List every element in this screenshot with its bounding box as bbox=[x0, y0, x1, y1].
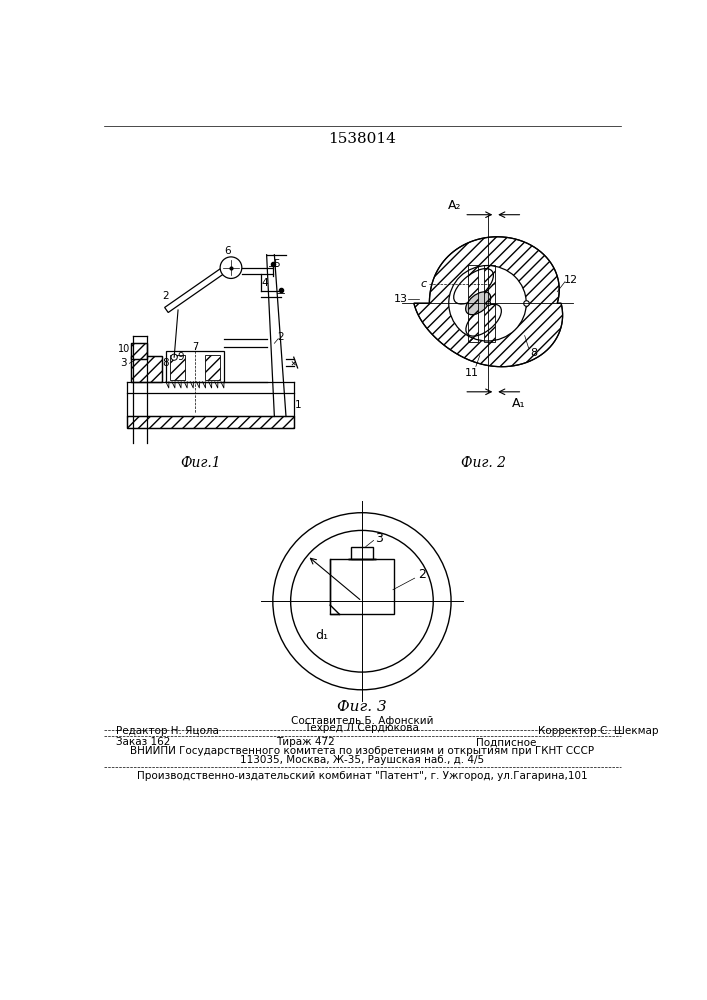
Circle shape bbox=[273, 513, 451, 690]
Bar bbox=[351, 547, 373, 559]
Text: c: c bbox=[421, 279, 427, 289]
Text: 8: 8 bbox=[530, 348, 537, 358]
Text: 7: 7 bbox=[192, 342, 199, 352]
Text: Заказ 162: Заказ 162 bbox=[115, 737, 170, 747]
Text: 2: 2 bbox=[419, 568, 426, 581]
Bar bbox=[330, 559, 394, 614]
Text: А₁: А₁ bbox=[512, 397, 525, 410]
Text: ВНИИПИ Государственного комитета по изобретениям и открытиям при ГКНТ СССР: ВНИИПИ Государственного комитета по изоб… bbox=[130, 746, 594, 756]
Text: Корректор С. Шекмар: Корректор С. Шекмар bbox=[538, 726, 658, 736]
Text: 6: 6 bbox=[224, 246, 230, 256]
Text: Фиг.1: Фиг.1 bbox=[180, 456, 221, 470]
Text: Производственно-издательский комбинат "Патент", г. Ужгород, ул.Гагарина,101: Производственно-издательский комбинат "П… bbox=[136, 771, 588, 781]
Text: 11: 11 bbox=[465, 368, 479, 378]
Text: 113035, Москва, Ж-35, Раушская наб., д. 4/5: 113035, Москва, Ж-35, Раушская наб., д. … bbox=[240, 755, 484, 765]
Circle shape bbox=[171, 354, 177, 360]
Circle shape bbox=[291, 530, 433, 672]
Polygon shape bbox=[166, 351, 224, 382]
Text: Фиг. 2: Фиг. 2 bbox=[461, 456, 506, 470]
Text: 9: 9 bbox=[178, 352, 185, 362]
Text: Техред Л.Сердюкова: Техред Л.Сердюкова bbox=[305, 723, 419, 733]
Text: 8: 8 bbox=[163, 358, 169, 368]
Text: Тираж 472: Тираж 472 bbox=[276, 737, 334, 747]
Text: А₂: А₂ bbox=[448, 199, 462, 212]
Ellipse shape bbox=[454, 269, 493, 304]
Text: 1538014: 1538014 bbox=[328, 132, 396, 146]
Text: 10: 10 bbox=[118, 344, 130, 354]
Ellipse shape bbox=[466, 292, 491, 315]
Polygon shape bbox=[131, 356, 162, 382]
Polygon shape bbox=[131, 343, 146, 359]
Polygon shape bbox=[414, 237, 563, 367]
Circle shape bbox=[220, 257, 242, 278]
Text: 2: 2 bbox=[163, 291, 169, 301]
Text: Составитель Б. Афонский: Составитель Б. Афонский bbox=[291, 716, 433, 726]
Text: 2: 2 bbox=[277, 332, 284, 342]
Ellipse shape bbox=[449, 266, 526, 341]
Polygon shape bbox=[127, 416, 293, 428]
Text: Фиг. 3: Фиг. 3 bbox=[337, 700, 387, 714]
Text: Подписное: Подписное bbox=[476, 737, 536, 747]
Text: 3: 3 bbox=[375, 532, 383, 545]
Text: 12: 12 bbox=[564, 275, 578, 285]
Text: 4: 4 bbox=[262, 278, 269, 288]
Ellipse shape bbox=[466, 304, 501, 336]
Text: 3: 3 bbox=[120, 358, 127, 368]
Text: Редактор Н. Яцола: Редактор Н. Яцола bbox=[115, 726, 218, 736]
Polygon shape bbox=[165, 261, 235, 312]
Text: d₁: d₁ bbox=[315, 629, 328, 642]
Text: 5: 5 bbox=[274, 259, 280, 269]
Text: 13: 13 bbox=[394, 294, 408, 304]
Text: 1: 1 bbox=[294, 400, 301, 410]
